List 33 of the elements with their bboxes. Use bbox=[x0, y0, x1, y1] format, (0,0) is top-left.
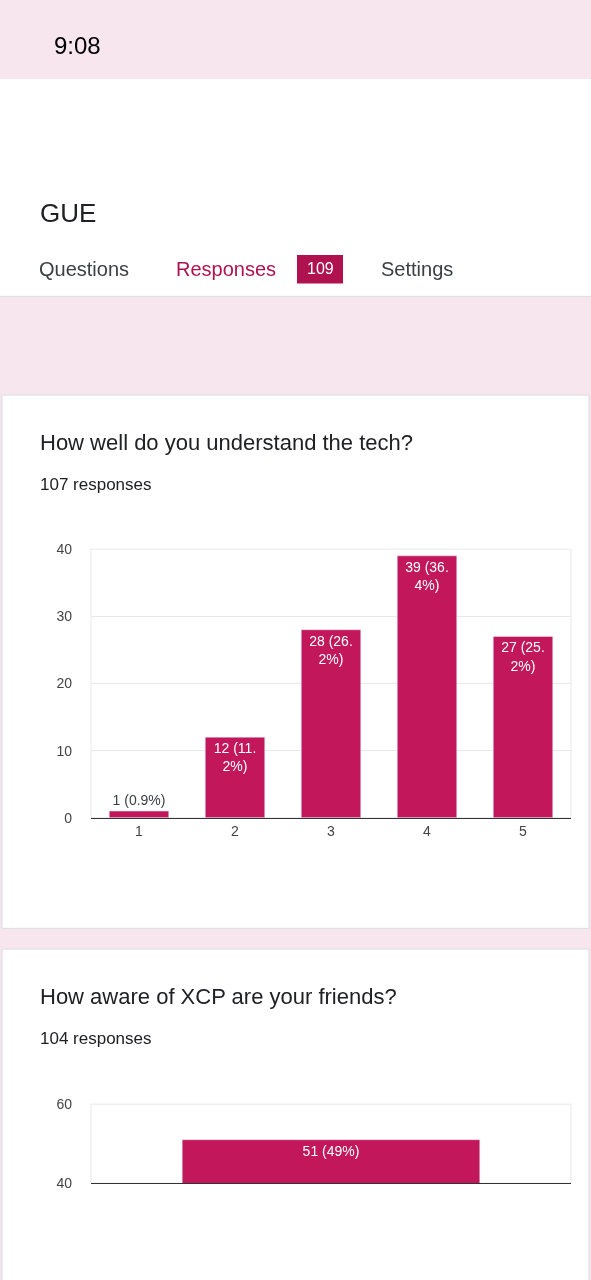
y-tick-label: 40 bbox=[56, 541, 73, 558]
text: 109 bbox=[307, 260, 334, 277]
x-tick-label: 3 bbox=[327, 822, 336, 839]
x-tick-label: 1 bbox=[135, 822, 144, 839]
text: 9:08 bbox=[54, 32, 101, 59]
y-tick-label: 0 bbox=[64, 809, 73, 826]
x-tick-label: 5 bbox=[519, 822, 528, 839]
y-tick-label: 20 bbox=[56, 675, 73, 692]
bar bbox=[492, 636, 554, 818]
y-tick-label: 60 bbox=[56, 1096, 73, 1113]
chart-title: How aware of XCP are your friends? bbox=[40, 984, 397, 1009]
y-tick-label: 40 bbox=[56, 1175, 73, 1192]
text: Questions bbox=[39, 258, 130, 280]
bar bbox=[108, 810, 170, 818]
x-tick-label: 4 bbox=[423, 822, 432, 839]
text: GUE bbox=[40, 198, 97, 228]
chart-subtitle: 104 responses bbox=[40, 1029, 152, 1048]
data-label: 12 (11.2%) bbox=[213, 740, 257, 775]
data-label: 27 (25.2%) bbox=[501, 639, 545, 674]
y-tick-label: 30 bbox=[56, 608, 73, 625]
chart-title: How well do you understand the tech? bbox=[40, 430, 414, 455]
x-tick-label: 2 bbox=[231, 822, 240, 839]
chart-subtitle: 107 responses bbox=[40, 475, 152, 494]
data-label: 28 (26.2%) bbox=[309, 632, 353, 667]
data-label: 1 (0.9%) bbox=[112, 792, 166, 809]
data-label: 39 (36.4%) bbox=[405, 558, 449, 594]
y-tick-label: 10 bbox=[56, 742, 73, 759]
bar bbox=[204, 736, 266, 818]
data-label: 51 (49%) bbox=[302, 1142, 360, 1159]
bar bbox=[396, 555, 458, 818]
text: Responses bbox=[176, 258, 277, 280]
text: Settings bbox=[381, 258, 454, 280]
bar bbox=[300, 629, 362, 818]
